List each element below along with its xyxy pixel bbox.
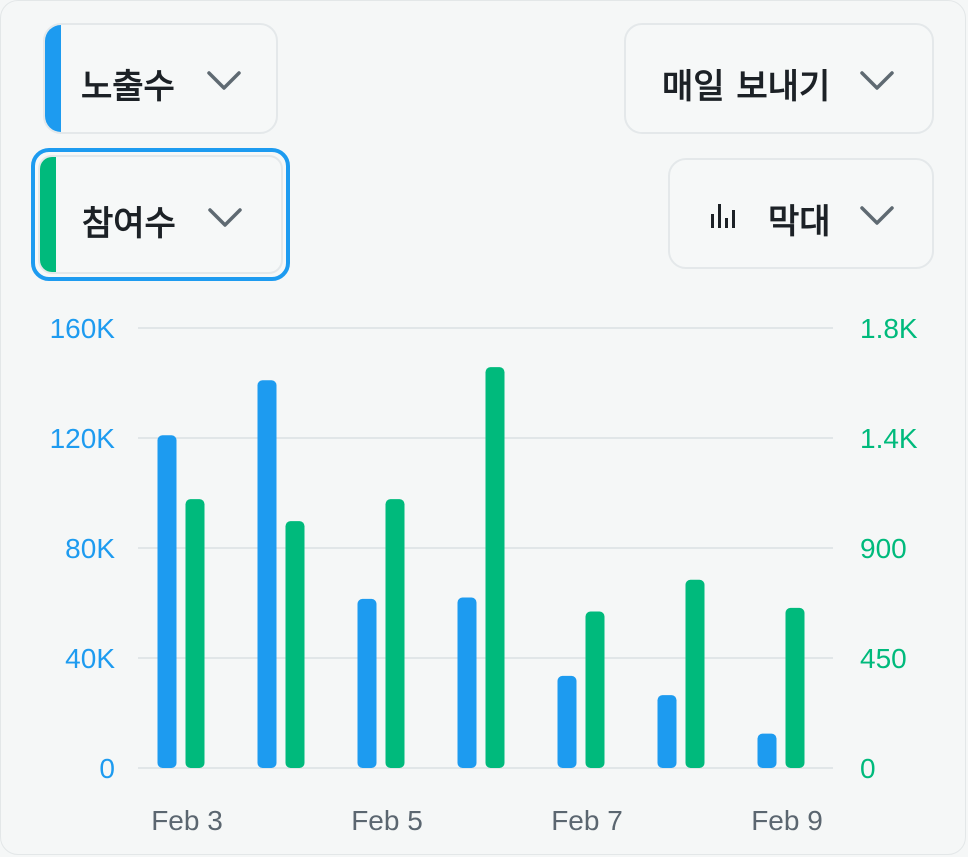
y-left-tick-label: 80K: [65, 533, 115, 564]
chevron-down-icon: [860, 206, 894, 225]
bar-chart-icon: [711, 204, 735, 228]
bar-engagements: [185, 499, 205, 768]
bar-engagements: [485, 367, 505, 768]
y-right-tick-label: 1.4K: [860, 423, 918, 454]
bar-impressions: [657, 695, 677, 768]
y-left-tick-label: 120K: [50, 423, 116, 454]
chevron-down-icon: [207, 71, 241, 90]
bar-engagements: [285, 521, 305, 768]
y-right-tick-label: 1.8K: [860, 313, 918, 344]
export-daily-dropdown[interactable]: 매일 보내기: [624, 23, 934, 134]
bar-impressions: [557, 675, 577, 768]
metric-secondary-label: 참여수: [82, 204, 176, 244]
chart-type-dropdown[interactable]: 막대: [668, 158, 934, 269]
metric-secondary-color-stripe: [40, 157, 56, 272]
metric-primary-dropdown[interactable]: 노출수: [43, 23, 278, 134]
bar-engagements: [785, 607, 805, 768]
metric-secondary-inner: 참여수: [38, 155, 283, 274]
x-tick-label: Feb 9: [751, 805, 823, 836]
bar-engagements: [385, 499, 405, 768]
export-daily-label: 매일 보내기: [662, 67, 831, 107]
bar-impressions: [257, 380, 277, 768]
bar-impressions: [357, 598, 377, 768]
bar-impressions: [457, 597, 477, 768]
chart-type-label: 막대: [768, 202, 831, 242]
x-tick-label: Feb 5: [351, 805, 423, 836]
chevron-down-icon: [208, 208, 242, 227]
x-tick-label: Feb 7: [551, 805, 623, 836]
y-left-tick-label: 0: [99, 753, 115, 784]
y-right-tick-label: 900: [860, 533, 907, 564]
bar-chart: 0 0 40K 450 80K 900 120K 1.4K 160K 1.8K Feb 3 Feb 5…: [50, 313, 918, 836]
bar-engagements: [685, 579, 705, 768]
y-right-tick-label: 0: [860, 753, 876, 784]
y-right-tick-label: 450: [860, 643, 907, 674]
bar-impressions: [157, 435, 177, 768]
metric-secondary-dropdown[interactable]: 참여수: [31, 148, 290, 281]
bar-engagements: [585, 611, 605, 768]
y-left-tick-label: 40K: [65, 643, 115, 674]
y-left-tick-label: 160K: [50, 313, 116, 344]
bar-impressions: [757, 733, 777, 768]
chevron-down-icon: [860, 71, 894, 90]
metric-primary-label: 노출수: [81, 67, 175, 107]
metric-primary-color-stripe: [45, 25, 61, 132]
x-tick-label: Feb 3: [151, 805, 223, 836]
